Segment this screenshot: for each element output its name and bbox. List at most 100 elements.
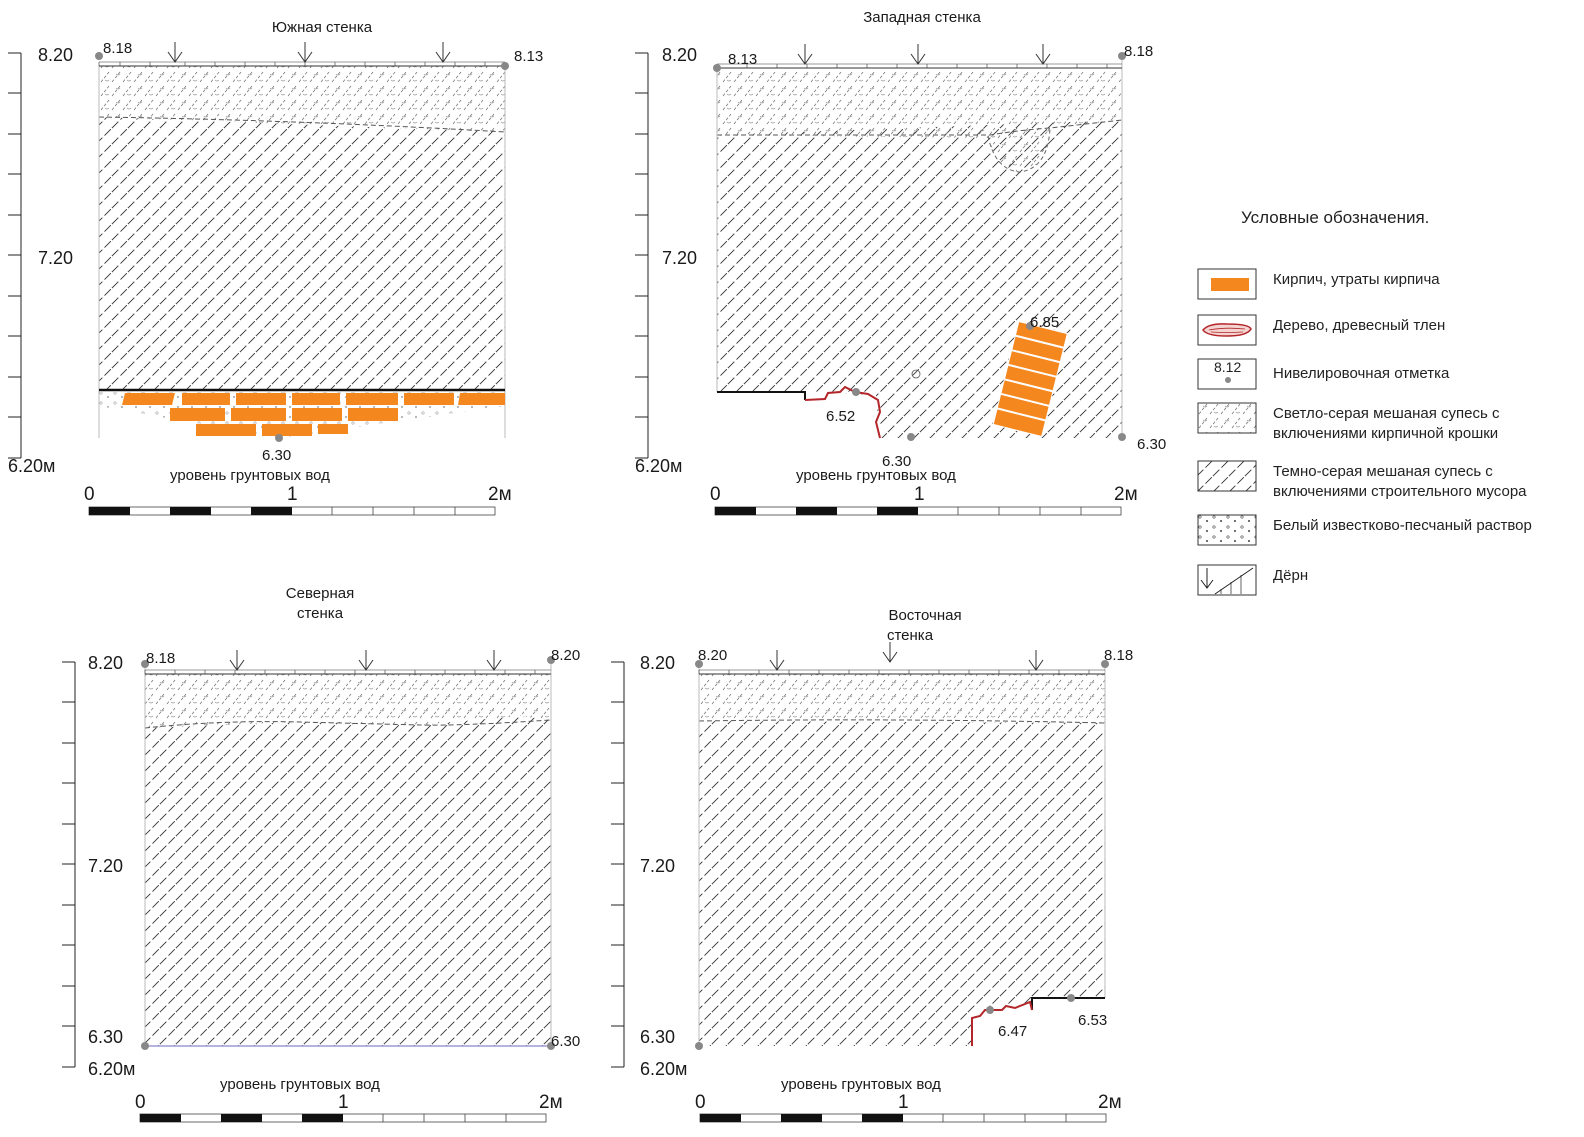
dark-sand-layer — [699, 721, 1105, 1046]
scale-label: 0 — [84, 484, 95, 505]
elevation-mark: 6.85 — [1030, 314, 1059, 331]
turf-arrow — [769, 642, 1044, 671]
dark-sand-layer — [717, 120, 1122, 438]
elevation-mark: 6.30 — [1137, 436, 1166, 453]
panel-title-line1: Северная — [286, 585, 354, 602]
legend-item-wood: Дерево, древесный тлен — [1195, 314, 1580, 354]
y-axis — [8, 52, 22, 459]
level-point — [695, 660, 703, 668]
legend-item-turf: Дёрн — [1195, 564, 1580, 604]
level-point — [1101, 660, 1109, 668]
mortar-swatch — [1197, 514, 1257, 546]
groundwater-label: уровень грунтовых вод — [220, 1076, 380, 1093]
panel-title: Западная стенка — [863, 9, 981, 26]
level-point — [547, 1042, 555, 1050]
y-label-top: 8.20 — [38, 45, 73, 65]
wood-outline — [971, 1000, 1033, 1046]
scale-bar — [699, 1113, 1107, 1123]
groundwater-label: уровень грунтовых вод — [170, 467, 330, 484]
groundwater-label: уровень грунтовых вод — [781, 1076, 941, 1093]
light-sand-layer — [717, 68, 1122, 138]
elevation-mark: 8.20 — [698, 647, 727, 664]
y-label-bottom: 6.20м — [88, 1059, 135, 1079]
panel-north: Северная стенка 8.20 7.20 6.30 6.20м 8.1… — [62, 585, 580, 1123]
level-point — [695, 1042, 703, 1050]
light-sand-layer — [99, 66, 505, 132]
turf-arrow — [797, 44, 1051, 65]
elevation-mark: 8.13 — [514, 48, 543, 65]
level-point — [141, 1042, 149, 1050]
y-label-bottom: 6.20м — [8, 456, 55, 476]
level-point — [501, 62, 509, 70]
elevation-mark: 6.30 — [262, 447, 291, 464]
scale-bar — [714, 506, 1122, 516]
scale-label: 2м — [488, 484, 512, 505]
elevation-mark: 8.18 — [1124, 43, 1153, 60]
panel-title-line1: Восточная — [888, 607, 961, 624]
section-east — [695, 642, 1109, 1050]
elevation-mark: 6.47 — [998, 1023, 1027, 1040]
y-axis — [635, 52, 649, 459]
section-west — [713, 44, 1126, 441]
panel-south: Южная стенка 8.20 7.20 6.20м — [8, 19, 543, 516]
elevation-mark: 8.18 — [146, 650, 175, 667]
section-south — [95, 42, 509, 442]
legend-title: Условные обозначения. — [1241, 208, 1430, 227]
y-label-6-30: 6.30 — [88, 1027, 123, 1047]
level-point — [852, 388, 860, 396]
elevation-mark: 6.52 — [826, 408, 855, 425]
elevation-mark: 8.18 — [1104, 647, 1133, 664]
y-label-mid: 7.20 — [38, 248, 73, 268]
dark-sand-layer — [145, 716, 551, 1046]
elevation-mark: 6.30 — [551, 1033, 580, 1050]
turf-arrow — [167, 42, 451, 63]
elevation-mark: 8.18 — [103, 40, 132, 57]
level-point — [1067, 994, 1075, 1002]
light-sand-layer — [699, 674, 1105, 723]
scale-bar — [88, 506, 496, 516]
pit-fill — [987, 127, 1051, 173]
brick-swatch — [1197, 268, 1257, 300]
level-point — [141, 660, 149, 668]
scale-label: 1 — [898, 1092, 909, 1113]
dark-sand-layer — [99, 117, 505, 390]
y-label-top: 8.20 — [662, 45, 697, 65]
level-point — [1118, 433, 1126, 441]
y-axis — [62, 661, 76, 1068]
turf-swatch — [1197, 564, 1257, 596]
panel-east: Восточная стенка 8.20 7.20 6.30 6.20м — [611, 607, 1133, 1123]
legend-item-level: 8.12 Нивелировочная отметка — [1195, 358, 1580, 398]
level-point — [95, 52, 103, 60]
light-sand-swatch — [1197, 402, 1257, 434]
groundwater-label: уровень грунтовых вод — [796, 467, 956, 484]
legend-item-brick: Кирпич, утраты кирпича — [1195, 268, 1580, 308]
scale-label: 0 — [695, 1092, 706, 1113]
pit-outline — [717, 391, 806, 400]
y-label-mid: 7.20 — [640, 856, 675, 876]
y-label-top: 8.20 — [88, 653, 123, 673]
level-point — [713, 64, 721, 72]
level-swatch: 8.12 — [1197, 358, 1257, 390]
elevation-mark: 8.20 — [551, 647, 580, 664]
scale-label: 1 — [914, 484, 925, 505]
level-point — [986, 1006, 994, 1014]
scale-label: 2м — [539, 1092, 563, 1113]
level-point — [907, 433, 915, 441]
panel-title: Южная стенка — [272, 19, 373, 36]
panel-title-line2: стенка — [887, 627, 934, 644]
y-label-top: 8.20 — [640, 653, 675, 673]
level-point — [547, 656, 555, 664]
y-label-mid: 7.20 — [662, 248, 697, 268]
level-point — [1026, 322, 1034, 330]
legend-item-mortar: Белый известково-песчаный раствор — [1195, 514, 1580, 554]
scale-bar — [139, 1113, 547, 1123]
scale-label: 1 — [287, 484, 298, 505]
dark-sand-swatch — [1197, 460, 1257, 492]
scale-label: 2м — [1098, 1092, 1122, 1113]
elevation-mark: 6.53 — [1078, 1012, 1107, 1029]
level-sample: 8.12 — [1214, 359, 1241, 375]
y-label-bottom: 6.20м — [640, 1059, 687, 1079]
level-point — [275, 434, 283, 442]
wood-swatch — [1197, 314, 1257, 346]
level-point — [1118, 52, 1126, 60]
